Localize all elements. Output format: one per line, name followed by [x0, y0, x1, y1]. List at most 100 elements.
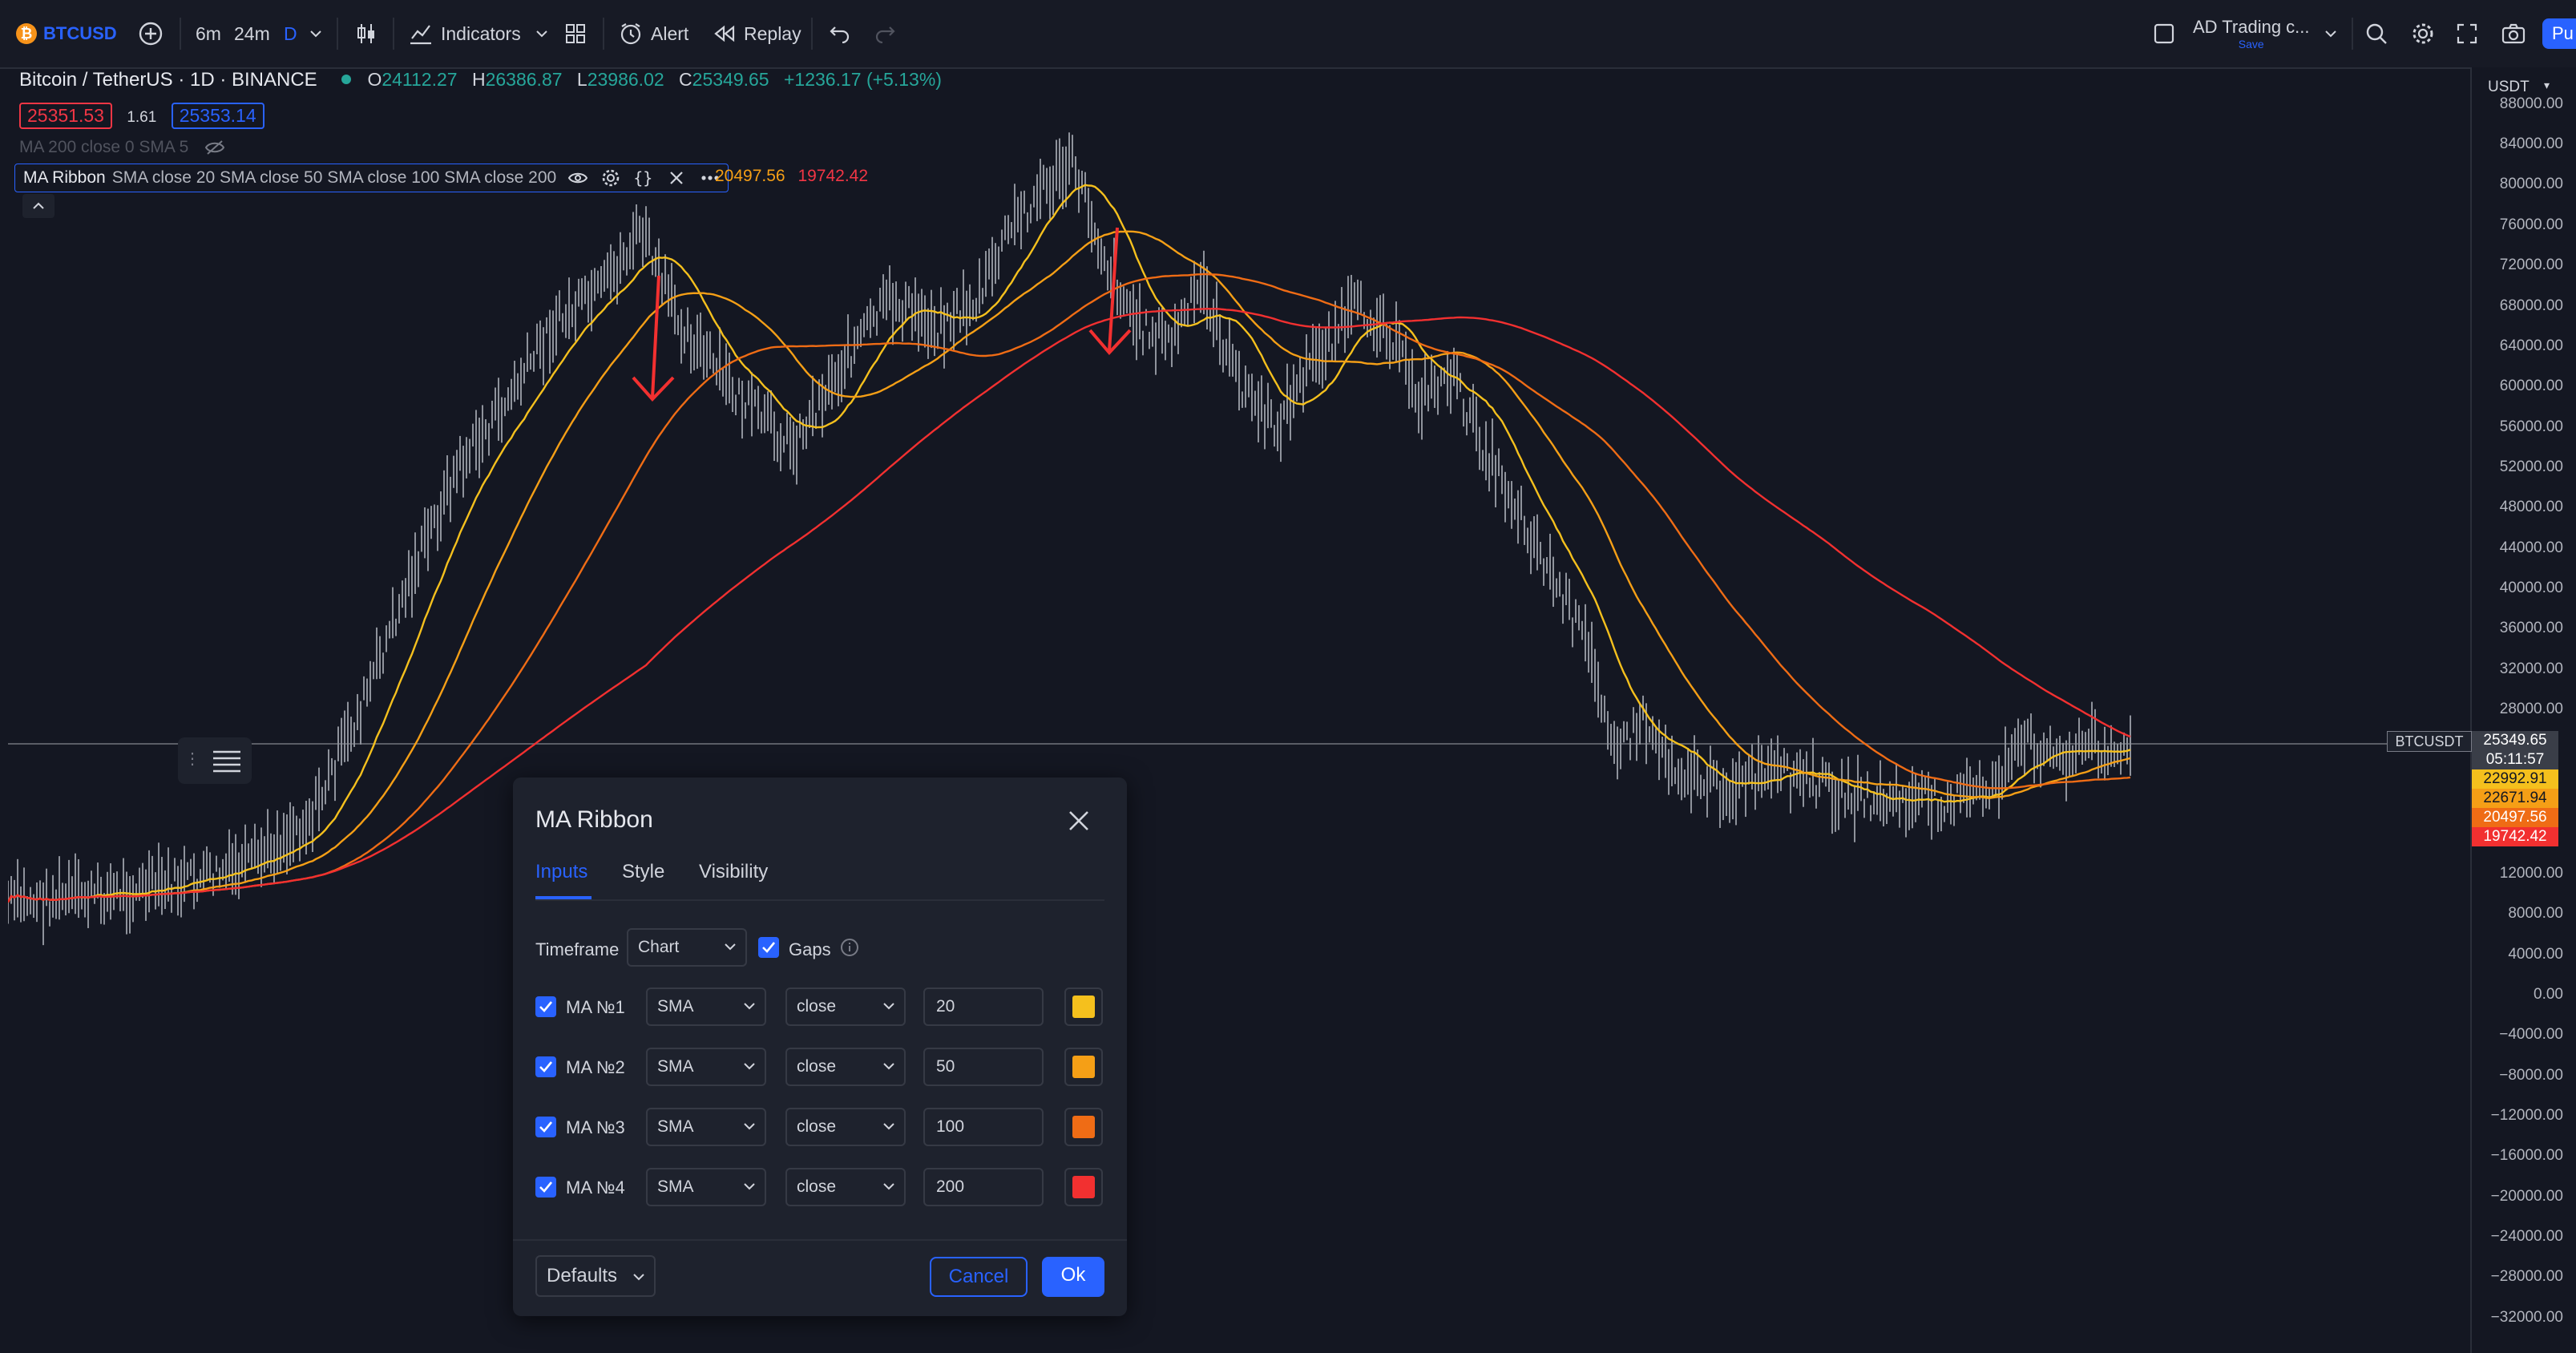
ma-row-checkbox[interactable]: [535, 1117, 556, 1137]
source-code-icon[interactable]: {}: [633, 168, 653, 188]
interval-label: 6m: [196, 22, 221, 44]
undo-button[interactable]: [829, 0, 851, 67]
interval-d[interactable]: D: [284, 0, 297, 67]
timeframe-value: Chart: [638, 938, 680, 956]
ma-row-checkbox[interactable]: [535, 1056, 556, 1077]
chevron-down-icon: [744, 1183, 755, 1190]
indicators-dropdown[interactable]: [535, 0, 548, 67]
interval-24m[interactable]: 24m: [234, 0, 270, 67]
ma-type-select[interactable]: SMA: [646, 987, 766, 1026]
undo-icon: [830, 26, 850, 43]
ma-length-value: 200: [936, 1177, 965, 1196]
ma2-axis-value: 22671.94: [2483, 790, 2547, 806]
collapse-legend-button[interactable]: [22, 194, 55, 218]
gear-icon[interactable]: [601, 168, 620, 188]
layout-name: AD Trading c...: [2193, 17, 2310, 37]
ma-source-select[interactable]: close: [785, 987, 906, 1026]
dialog-close-button[interactable]: [1066, 808, 1092, 834]
close-icon: [1069, 811, 1088, 830]
ma-type-select[interactable]: SMA: [646, 1108, 766, 1146]
eye-hidden-icon[interactable]: [204, 139, 225, 155]
tab-visibility[interactable]: Visibility: [699, 861, 768, 883]
toolbar-divider: [603, 18, 604, 50]
more-icon[interactable]: [701, 175, 720, 181]
price-tick: 72000.00: [2499, 256, 2563, 273]
chevron-down-icon: [633, 1274, 644, 1281]
fullscreen-button[interactable]: [2456, 0, 2478, 67]
ma-length-input[interactable]: 200: [923, 1168, 1044, 1206]
ma-ribbon-settings-dialog: MA Ribbon Inputs Style Visibility Timefr…: [513, 777, 1127, 1316]
ma-length-input[interactable]: 50: [923, 1048, 1044, 1086]
ma-source-select[interactable]: close: [785, 1048, 906, 1086]
price-tick: 52000.00: [2499, 458, 2563, 475]
alert-button[interactable]: Alert: [619, 0, 688, 67]
ma-color-picker[interactable]: [1064, 987, 1103, 1026]
ma-row-checkbox[interactable]: [535, 996, 556, 1017]
ma-source-select[interactable]: close: [785, 1108, 906, 1146]
ma-type-value: SMA: [657, 1117, 694, 1136]
interval-dropdown[interactable]: [309, 0, 322, 67]
redo-button[interactable]: [874, 0, 896, 67]
close-icon[interactable]: [668, 170, 684, 186]
ma-length-input[interactable]: 20: [923, 987, 1044, 1026]
layout-checkbox[interactable]: [2153, 0, 2175, 67]
ma1-line: [8, 184, 2131, 903]
bid-price[interactable]: 25351.53: [19, 103, 112, 129]
symbol-search[interactable]: ₿ BTCUSD: [16, 0, 117, 67]
indicators-label: Indicators: [441, 22, 521, 44]
chart-type-button[interactable]: [354, 0, 378, 67]
price-chart-canvas[interactable]: [8, 69, 2469, 1353]
cancel-button[interactable]: Cancel: [930, 1257, 1028, 1297]
redo-icon: [875, 26, 895, 43]
add-symbol-button[interactable]: [138, 0, 164, 67]
tab-style[interactable]: Style: [622, 861, 664, 883]
ma-row-checkbox[interactable]: [535, 1177, 556, 1198]
publish-button[interactable]: Pu: [2542, 0, 2576, 67]
price-tick: −8000.00: [2499, 1067, 2563, 1084]
replay-button[interactable]: Replay: [713, 0, 801, 67]
ohlc-close-label: C: [679, 69, 692, 90]
ask-price[interactable]: 25353.14: [171, 103, 264, 129]
timeframe-select[interactable]: Chart: [627, 928, 747, 967]
layout-menu[interactable]: AD Trading c... Save: [2193, 0, 2310, 67]
price-axis[interactable]: USDT ▾ 88000.00 84000.00 80000.00 76000.00 7…: [2470, 67, 2576, 1353]
ma1-axis-value: 22992.91: [2483, 770, 2547, 787]
search-button[interactable]: [2364, 0, 2388, 67]
gaps-checkbox[interactable]: [758, 937, 779, 958]
defaults-button[interactable]: Defaults: [535, 1255, 656, 1297]
indicators-button[interactable]: Indicators: [409, 0, 521, 67]
drag-handle-toolbar[interactable]: ⋮: [178, 737, 252, 784]
chart-title[interactable]: Bitcoin / TetherUS · 1D · BINANCE: [19, 69, 317, 91]
price-tick: 88000.00: [2499, 95, 2563, 112]
layout-dropdown[interactable]: [2324, 0, 2337, 67]
ma-color-picker[interactable]: [1064, 1108, 1103, 1146]
eye-icon[interactable]: [567, 170, 588, 186]
info-icon[interactable]: [840, 938, 858, 956]
color-swatch: [1072, 1056, 1095, 1078]
ma-type-select[interactable]: SMA: [646, 1048, 766, 1086]
ma-type-value: SMA: [657, 997, 694, 1016]
currency-selector[interactable]: USDT: [2488, 79, 2530, 95]
ma-type-select[interactable]: SMA: [646, 1168, 766, 1206]
ma-source-select[interactable]: close: [785, 1168, 906, 1206]
indicator-legend-ma200[interactable]: MA 200 close 0 SMA 5: [19, 138, 225, 157]
interval-6m[interactable]: 6m: [196, 0, 221, 67]
price-chart[interactable]: [8, 69, 2469, 1353]
checkmark-icon: [539, 1061, 553, 1072]
color-swatch: [1072, 1176, 1095, 1198]
current-price-label: 25349.65: [2472, 731, 2558, 750]
ma-length-input[interactable]: 100: [923, 1108, 1044, 1146]
top-toolbar: ₿ BTCUSD 6m 24m D Indicators Alert Repla…: [0, 0, 2576, 69]
settings-button[interactable]: [2411, 0, 2435, 67]
ma2-line: [8, 230, 2131, 903]
ma-source-value: close: [797, 1177, 837, 1196]
ma-color-picker[interactable]: [1064, 1168, 1103, 1206]
templates-button[interactable]: [564, 0, 587, 67]
screenshot-button[interactable]: [2501, 0, 2526, 67]
ma-color-picker[interactable]: [1064, 1048, 1103, 1086]
tab-inputs[interactable]: Inputs: [535, 861, 587, 883]
camera-icon: [2501, 23, 2526, 44]
indicator-legend-ma-ribbon[interactable]: MA Ribbon SMA close 20 SMA close 50 SMA …: [14, 164, 729, 192]
ok-button[interactable]: Ok: [1042, 1257, 1104, 1297]
annotation-arrow: [651, 275, 660, 398]
